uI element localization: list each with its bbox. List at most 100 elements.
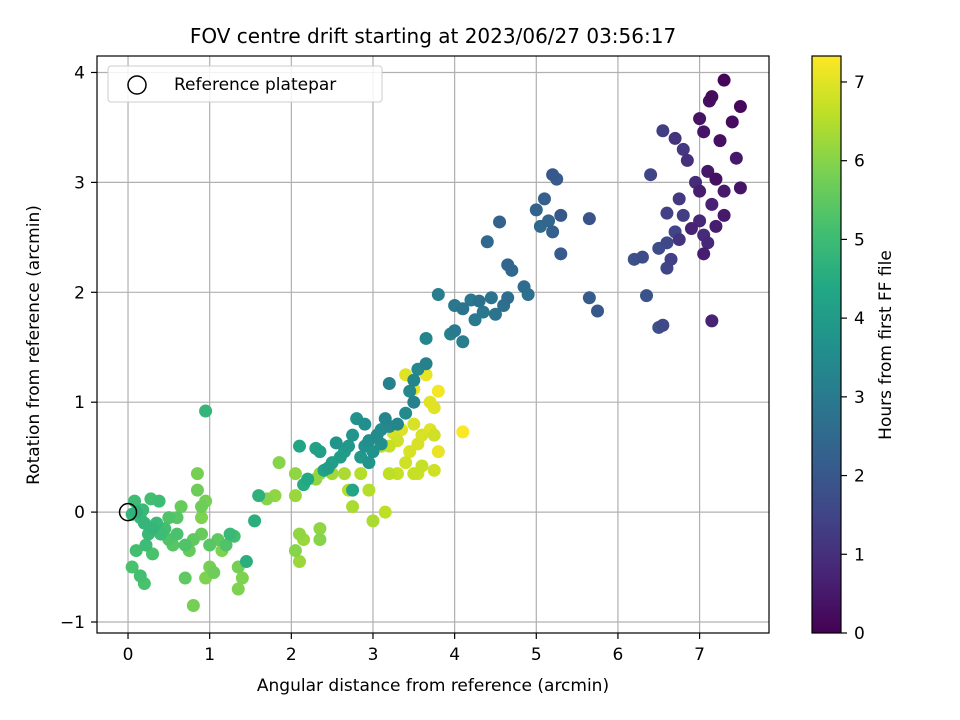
data-point — [672, 192, 686, 206]
data-point — [635, 250, 649, 264]
data-point — [174, 500, 188, 514]
x-tick-label: 0 — [123, 645, 134, 665]
data-point — [329, 436, 343, 450]
data-point — [354, 467, 368, 481]
data-point — [660, 236, 674, 250]
x-tick-label: 2 — [286, 645, 297, 665]
data-point — [427, 463, 441, 477]
data-point — [248, 514, 262, 528]
data-point — [709, 219, 723, 233]
data-point — [272, 456, 286, 470]
legend-label: Reference platepar — [174, 75, 336, 95]
colorbar: 0 1 2 3 4 5 6 7 Hours from first FF file — [811, 55, 896, 644]
colorbar-frame — [811, 55, 842, 634]
data-point — [431, 287, 445, 301]
data-point — [554, 208, 568, 222]
x-tick-label: 6 — [613, 645, 624, 665]
data-point — [190, 467, 204, 481]
data-point — [178, 538, 192, 552]
data-point — [717, 73, 731, 87]
data-point — [542, 214, 556, 228]
data-point — [199, 404, 213, 418]
data-point — [207, 566, 221, 580]
data-point — [362, 483, 376, 497]
data-point — [493, 215, 507, 229]
y-tick-label: 1 — [74, 393, 85, 413]
data-point — [321, 461, 335, 475]
legend-box — [107, 65, 383, 103]
data-point — [640, 289, 654, 303]
data-point — [431, 384, 445, 398]
data-point — [472, 294, 486, 308]
data-point — [407, 395, 421, 409]
x-tick-label: 4 — [449, 645, 460, 665]
data-point — [582, 212, 596, 226]
data-point — [382, 377, 396, 391]
plot-frame — [96, 55, 770, 634]
data-point — [693, 214, 707, 228]
data-point — [733, 100, 747, 114]
data-point — [725, 115, 739, 129]
data-point — [313, 522, 327, 536]
data-point — [668, 131, 682, 145]
data-point — [366, 514, 380, 528]
data-point — [346, 483, 360, 497]
data-point — [419, 331, 433, 345]
y-tick-label: 0 — [74, 503, 85, 523]
colorbar-ticks: 0 1 2 3 4 5 6 7 — [841, 73, 865, 644]
data-point — [152, 494, 166, 508]
data-point — [252, 489, 266, 503]
data-point — [427, 428, 441, 442]
data-point — [664, 252, 678, 266]
data-point — [137, 516, 151, 530]
data-point — [456, 425, 470, 439]
data-point — [693, 184, 707, 198]
data-point — [370, 428, 384, 442]
data-point — [378, 505, 392, 519]
colorbar-tick-label: 4 — [854, 309, 865, 329]
data-point — [341, 439, 355, 453]
y-tick-label: 3 — [74, 173, 85, 193]
data-point — [705, 197, 719, 211]
colorbar-tick-label: 2 — [854, 467, 865, 487]
data-point — [733, 181, 747, 195]
data-point — [501, 291, 515, 305]
data-point — [333, 450, 347, 464]
data-point — [701, 236, 715, 250]
data-point — [190, 483, 204, 497]
data-point — [399, 456, 413, 470]
data-point — [684, 222, 698, 236]
data-point — [456, 335, 470, 349]
y-axis-label: Rotation from reference (arcmin) — [24, 205, 44, 485]
data-point — [362, 456, 376, 470]
data-point — [582, 291, 596, 305]
data-point — [656, 124, 670, 138]
data-point — [223, 527, 237, 541]
data-point — [407, 417, 421, 431]
data-point — [203, 538, 217, 552]
data-point — [705, 314, 719, 328]
x-axis-ticks: 0 1 2 3 4 5 6 7 — [123, 633, 705, 665]
data-point — [501, 258, 515, 272]
data-point — [656, 318, 670, 332]
data-point — [415, 428, 429, 442]
colorbar-tick-label: 7 — [854, 73, 865, 93]
data-point — [288, 489, 302, 503]
data-point — [235, 571, 249, 585]
data-point — [488, 307, 502, 321]
data-point — [419, 357, 433, 371]
data-point — [529, 203, 543, 217]
data-point — [468, 313, 482, 327]
legend: Reference platepar — [107, 65, 383, 103]
x-tick-label: 3 — [368, 645, 379, 665]
data-point — [676, 208, 690, 222]
data-point — [407, 467, 421, 481]
data-point — [423, 395, 437, 409]
data-point — [366, 445, 380, 459]
data-point — [292, 527, 306, 541]
data-point — [170, 527, 184, 541]
data-point — [139, 538, 153, 552]
data-point — [378, 412, 392, 426]
chart-title: FOV centre drift starting at 2023/06/27 … — [190, 24, 676, 48]
data-point — [554, 247, 568, 261]
